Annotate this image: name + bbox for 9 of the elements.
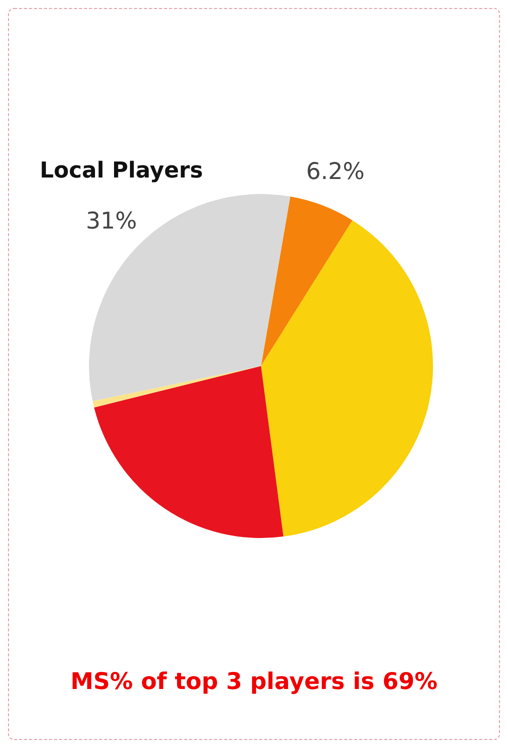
pie-slice xyxy=(261,196,352,366)
pie-slice xyxy=(261,220,433,537)
slice-label: Local Players xyxy=(40,158,204,184)
data-label: 31% xyxy=(86,208,137,235)
data-label: 6.2% xyxy=(306,158,365,185)
pie-slice xyxy=(89,194,290,402)
pie-slice xyxy=(94,366,284,538)
text: MS% of top 3 players is 69% xyxy=(69,669,439,695)
pie-slice xyxy=(92,366,261,408)
